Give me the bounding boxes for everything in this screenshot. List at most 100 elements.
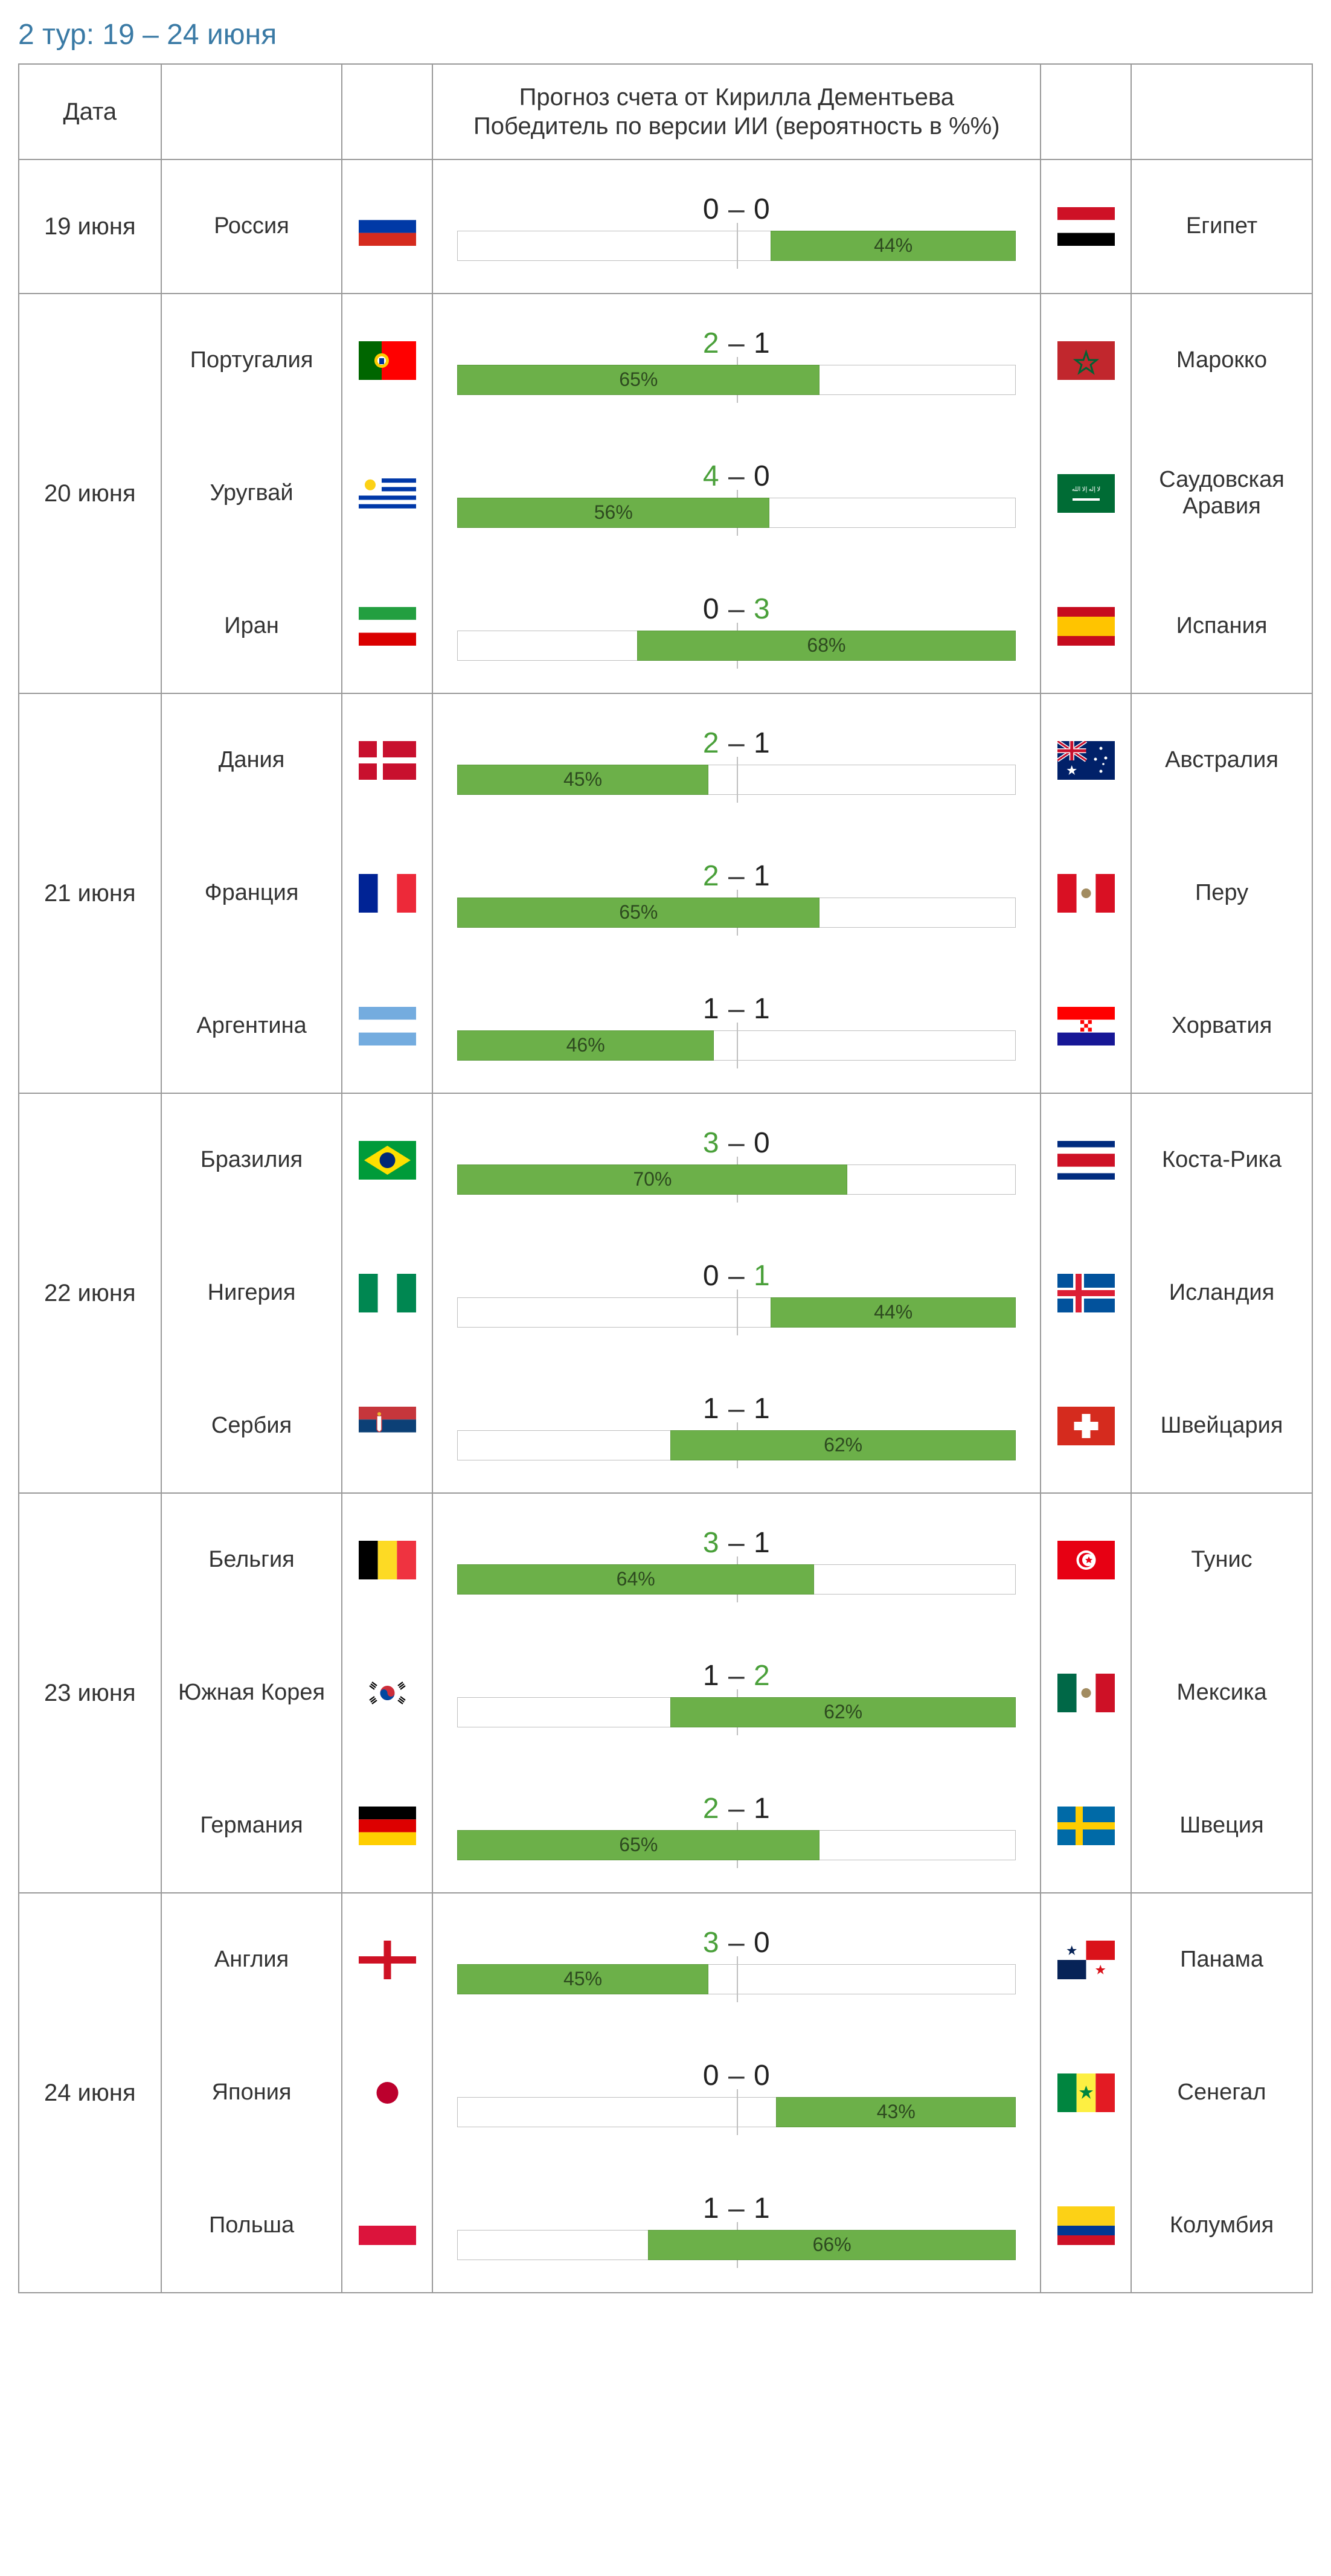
away-team: Испания (1132, 560, 1312, 693)
away-flag: لا إله إلا الله (1041, 427, 1131, 560)
flag-ch-icon (1057, 1407, 1115, 1445)
probability-bar: 44% (457, 1297, 1016, 1328)
away-flag (1041, 1094, 1131, 1227)
score-home: 0 (703, 1260, 720, 1292)
away-team: Мексика (1132, 1627, 1312, 1759)
prediction-cell: 0 – 1 44% (433, 1227, 1040, 1360)
bar-fill: 70% (457, 1164, 847, 1195)
home-team: Аргентина (162, 960, 342, 1093)
away-flag (1041, 1227, 1131, 1360)
score-home: 3 (703, 1927, 720, 1959)
home-flag (342, 1227, 432, 1360)
home-team: Иран (162, 560, 342, 693)
date-cell: 20 июня (19, 294, 161, 693)
bar-fill: 64% (457, 1564, 814, 1595)
prediction-cell: 3 – 0 70% (433, 1094, 1040, 1227)
score-sep: – (728, 1927, 754, 1959)
score-sep: – (728, 1660, 754, 1692)
score-home: 2 (703, 860, 720, 892)
score-home: 1 (703, 1393, 720, 1425)
score-sep: – (728, 1527, 754, 1559)
away-team: Коста-Рика (1132, 1094, 1312, 1227)
away-team: Сенегал (1132, 2026, 1312, 2159)
flag-co-icon (1057, 2206, 1115, 2245)
bar-fill: 44% (771, 1297, 1016, 1328)
probability-bar: 45% (457, 1964, 1016, 1994)
prediction-cell: 2 – 1 65% (433, 1759, 1040, 1892)
score: 2 – 1 (457, 859, 1016, 893)
home-flag (342, 427, 432, 560)
score-home: 3 (703, 1527, 720, 1559)
prediction-cell: 1 – 1 62% (433, 1360, 1040, 1492)
home-flag (342, 1627, 432, 1759)
bar-fill: 45% (457, 1964, 708, 1994)
home-flag (342, 2159, 432, 2292)
score: 1 – 1 (457, 2192, 1016, 2225)
flag-eg-icon (1057, 207, 1115, 246)
away-flag (1041, 560, 1131, 693)
bar-midline-icon (737, 2089, 738, 2135)
prediction-cell: 1 – 1 46% (433, 960, 1040, 1093)
away-team: Перу (1132, 827, 1312, 960)
flag-en-icon (359, 1941, 416, 1979)
prediction-cell: 3 – 1 64% (433, 1494, 1040, 1627)
score-home: 1 (703, 1660, 720, 1692)
date-cell: 24 июня (19, 1893, 161, 2293)
prediction-cell: 2 – 1 45% (433, 694, 1040, 827)
home-team: Уругвай (162, 427, 342, 560)
score-home: 2 (703, 727, 720, 759)
away-team: Колумбия (1132, 2159, 1312, 2292)
score: 2 – 1 (457, 327, 1016, 360)
away-flag (1041, 2026, 1131, 2159)
prediction-cell: 1 – 1 66% (433, 2159, 1040, 2292)
away-team: Австралия (1132, 694, 1312, 827)
bar-midline-icon (737, 1956, 738, 2002)
score-home: 3 (703, 1127, 720, 1159)
away-flag (1041, 827, 1131, 960)
home-team: Португалия (162, 294, 342, 427)
flag-rs-icon (359, 1407, 416, 1445)
prediction-cell: 0 – 3 68% (433, 560, 1040, 693)
flag-ma-icon (1057, 341, 1115, 380)
probability-bar: 62% (457, 1430, 1016, 1460)
away-flag (1041, 1494, 1131, 1627)
score: 3 – 0 (457, 1126, 1016, 1160)
score-away: 0 (754, 193, 771, 225)
flag-es-icon (1057, 607, 1115, 646)
away-flag (1041, 1759, 1131, 1892)
score-away: 1 (754, 327, 771, 359)
probability-bar: 68% (457, 631, 1016, 661)
away-flag (1041, 1360, 1131, 1492)
flag-pa-icon (1057, 1941, 1115, 1979)
score: 3 – 1 (457, 1526, 1016, 1559)
score-away: 0 (754, 2060, 771, 2092)
flag-ar-icon (359, 1007, 416, 1045)
probability-bar: 66% (457, 2230, 1016, 2260)
bar-fill: 65% (457, 1830, 819, 1860)
flag-de-icon (359, 1807, 416, 1845)
prediction-cell: 0 – 0 43% (433, 2026, 1040, 2159)
away-team: Египет (1132, 160, 1312, 293)
score: 2 – 1 (457, 727, 1016, 760)
score-away: 1 (754, 1260, 771, 1292)
prediction-cell: 2 – 1 65% (433, 294, 1040, 427)
score-sep: – (728, 860, 754, 892)
score: 0 – 1 (457, 1259, 1016, 1293)
home-flag (342, 827, 432, 960)
home-flag (342, 560, 432, 693)
away-flag (1041, 694, 1131, 827)
prediction-cell: 0 – 0 44% (433, 160, 1040, 293)
probability-bar: 43% (457, 2097, 1016, 2127)
flag-uy-icon (359, 474, 416, 513)
probability-bar: 46% (457, 1030, 1016, 1061)
score-sep: – (728, 327, 754, 359)
score-sep: – (728, 460, 754, 492)
bar-fill: 62% (670, 1430, 1016, 1460)
bar-fill: 65% (457, 365, 819, 395)
home-team: Германия (162, 1759, 342, 1892)
score: 1 – 1 (457, 1392, 1016, 1425)
probability-bar: 65% (457, 898, 1016, 928)
bar-fill: 43% (776, 2097, 1016, 2127)
probability-bar: 45% (457, 765, 1016, 795)
flag-sa-icon: لا إله إلا الله (1057, 474, 1115, 513)
